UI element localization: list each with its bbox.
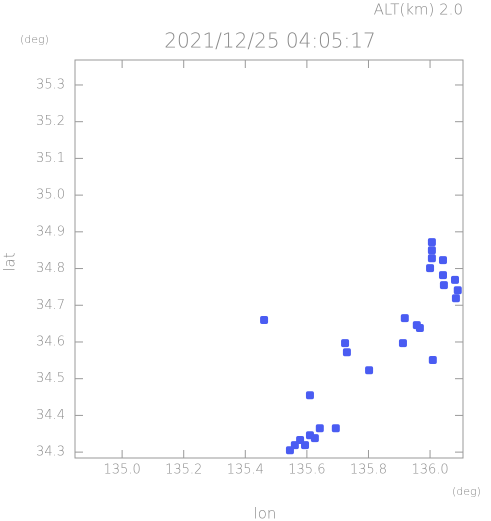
echo-point [342, 348, 351, 357]
y-tick-label: 34.6 [36, 334, 65, 349]
x-tick-label: 135.0 [104, 463, 141, 478]
echo-point [400, 314, 409, 323]
echo-point [310, 434, 319, 443]
echo-point [453, 286, 462, 295]
echo-point [438, 256, 447, 265]
x-tick-label: 135.2 [165, 463, 202, 478]
y-tick-label: 34.9 [36, 224, 65, 239]
echo-point [305, 391, 314, 400]
x-tick-label: 135.6 [288, 463, 325, 478]
echo-point [450, 275, 459, 284]
y-tick-label: 34.7 [36, 298, 65, 313]
echo-point [331, 424, 340, 433]
x-tick-label: 135.8 [350, 463, 387, 478]
echo-point [341, 339, 350, 348]
x-axis-label: lon [254, 505, 277, 521]
x-unit: (deg) [452, 485, 481, 498]
y-tick-label: 35.2 [36, 114, 65, 129]
y-tick-label: 34.3 [36, 445, 65, 460]
chart-title: 2021/12/25 04:05:17 [164, 29, 375, 53]
y-axis-label: lat [1, 252, 19, 271]
echo-point [301, 441, 310, 450]
x-tick-label: 135.4 [227, 463, 264, 478]
y-tick-label: 35.0 [36, 188, 65, 203]
echo-point [398, 339, 407, 348]
y-tick-label: 35.1 [36, 151, 65, 166]
y-tick-label: 34.8 [36, 261, 65, 276]
chart-subtitle: ALT(km) 2.0 [374, 1, 463, 19]
x-tick-label: 136.0 [411, 463, 448, 478]
echo-point [451, 294, 460, 303]
echo-point [426, 264, 435, 273]
y-unit: (deg) [20, 33, 49, 46]
echo-point [427, 246, 436, 255]
echo-point [428, 355, 437, 364]
echo-point [412, 321, 421, 330]
echo-point [365, 366, 374, 375]
echo-point [290, 441, 299, 450]
y-tick-label: 35.3 [36, 77, 65, 92]
plot-frame [74, 59, 464, 459]
echo-point [427, 254, 436, 263]
echo-point [438, 271, 447, 280]
y-tick-label: 34.4 [36, 408, 65, 423]
echo-point [260, 315, 269, 324]
echo-point [427, 238, 436, 247]
echo-point [439, 281, 448, 290]
y-tick-label: 34.5 [36, 371, 65, 386]
echo-point [315, 424, 324, 433]
